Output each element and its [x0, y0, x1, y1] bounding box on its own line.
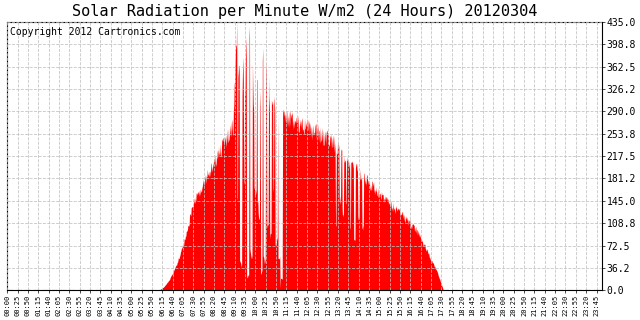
Title: Solar Radiation per Minute W/m2 (24 Hours) 20120304: Solar Radiation per Minute W/m2 (24 Hour…: [72, 4, 538, 19]
Text: Copyright 2012 Cartronics.com: Copyright 2012 Cartronics.com: [10, 27, 180, 37]
